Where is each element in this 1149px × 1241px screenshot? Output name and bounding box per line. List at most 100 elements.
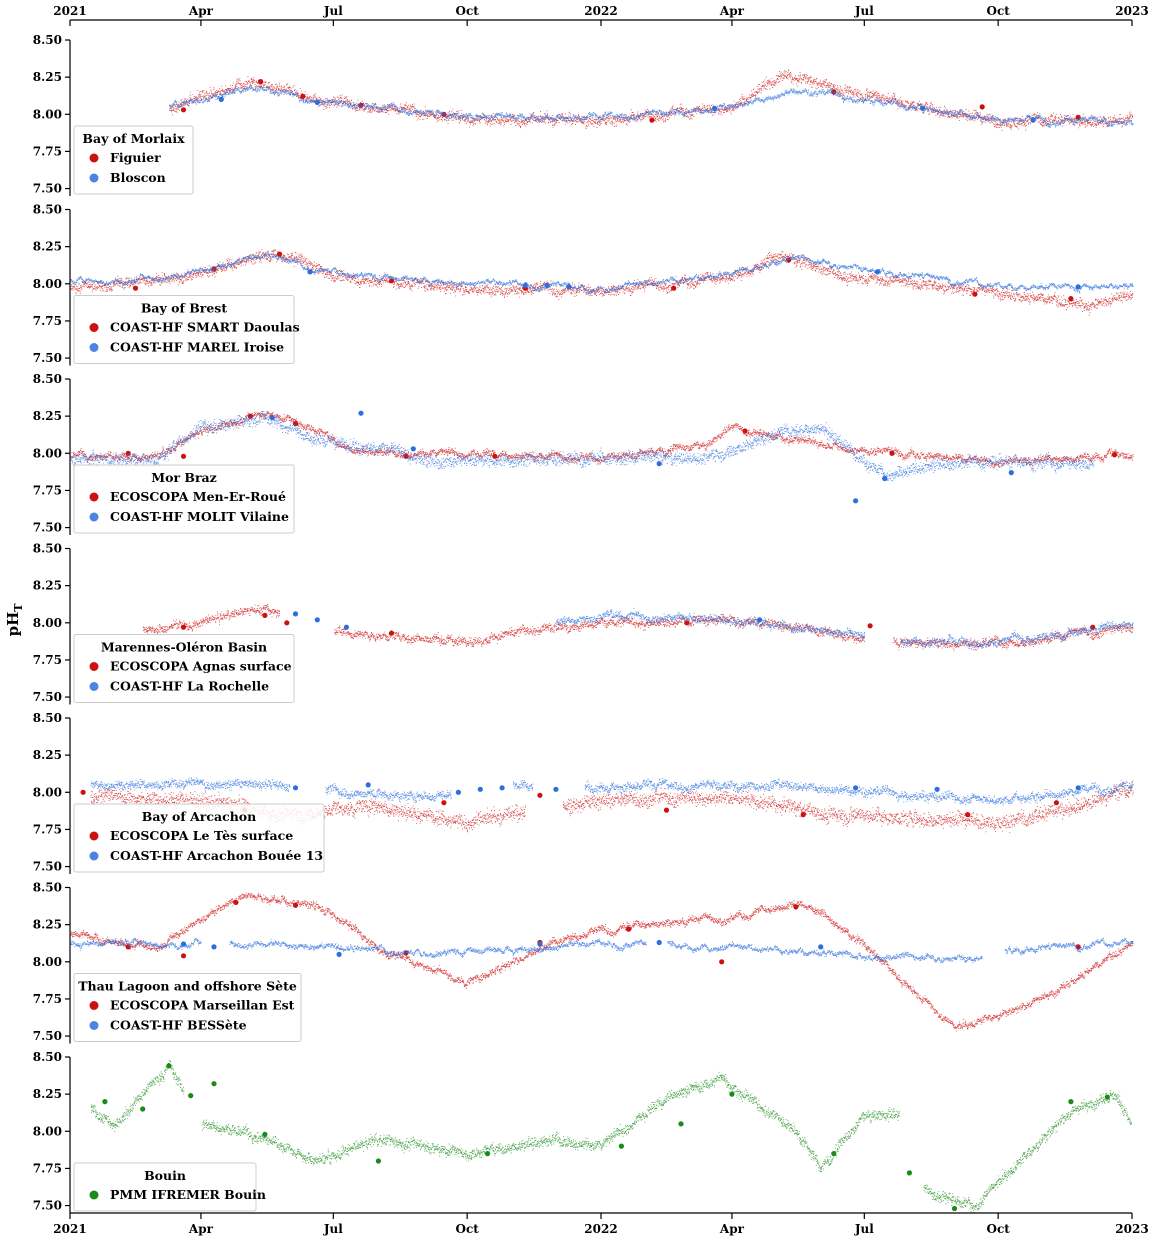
y-tick-label: 8.00	[33, 955, 62, 969]
legend-marker	[89, 343, 99, 352]
series-points	[556, 607, 1134, 650]
discrete-sample-point	[972, 291, 978, 297]
y-tick-label: 8.25	[33, 579, 62, 593]
discrete-sample-point	[455, 789, 461, 795]
y-tick-label: 7.50	[33, 690, 62, 704]
discrete-sample-point	[867, 623, 873, 629]
discrete-sample-point	[492, 453, 498, 459]
y-tick-label: 7.75	[33, 483, 62, 497]
discrete-sample-point	[618, 1143, 625, 1149]
legend-title: Bay of Brest	[141, 301, 227, 316]
legend: Bay of Brest COAST-HF SMART Daoulas COAST-…	[73, 295, 300, 364]
y-tick-label: 8.50	[33, 542, 62, 556]
y-tick-label: 8.00	[33, 616, 62, 630]
discrete-sample-point	[882, 475, 888, 482]
legend-title: Bouin	[144, 1168, 186, 1183]
y-tick-label: 8.50	[33, 881, 62, 895]
bottom-x-tick-label: 2021	[53, 1222, 86, 1236]
y-tick-label: 7.75	[33, 144, 62, 158]
legend: Marennes-Oléron Basin ECOSCOPA Agnas surf…	[73, 634, 295, 703]
y-tick-label: 8.25	[33, 748, 62, 762]
y-axis-label: pHT	[4, 603, 25, 637]
discrete-sample-point	[522, 282, 529, 288]
legend-title: Mor Braz	[151, 470, 216, 485]
legend-title: Thau Lagoon and offshore Sète	[78, 979, 297, 994]
legend-entry: ECOSCOPA Le Tès surface	[110, 828, 293, 843]
legend-marker	[89, 1021, 99, 1030]
series-points	[169, 85, 1134, 128]
legend-box	[73, 1162, 257, 1212]
discrete-sample-point	[211, 1081, 217, 1087]
discrete-sample-point	[742, 428, 748, 434]
discrete-sample-point	[919, 105, 926, 111]
discrete-sample-point	[793, 904, 799, 910]
series-pmm-ifremer-bouin	[90, 1059, 1132, 1214]
discrete-sample-point	[233, 899, 239, 906]
bottom-x-tick-label: Jul	[854, 1222, 874, 1236]
legend-marker	[89, 1190, 99, 1200]
y-tick-label: 7.50	[33, 182, 62, 196]
discrete-sample-point	[499, 785, 505, 791]
legend-marker	[89, 323, 99, 332]
legend-entry: COAST-HF MOLIT Vilaine	[110, 509, 289, 524]
discrete-sample-point	[314, 99, 320, 105]
discrete-sample-point	[831, 1151, 837, 1157]
discrete-sample-point	[292, 611, 299, 617]
bottom-x-tick-label: Apr	[719, 1222, 745, 1236]
panel-marennes-ol-ron-basin: 8.50 8.25 8.00 7.75 7.50 Marennes-Oléron Basi…	[33, 542, 1134, 705]
discrete-sample-point	[269, 415, 275, 421]
bottom-x-tick-label: Jul	[323, 1222, 343, 1236]
discrete-sample-point	[719, 959, 725, 965]
top-x-tick-label: Oct	[987, 4, 1011, 18]
discrete-sample-point	[537, 941, 543, 947]
series-points	[70, 411, 1095, 482]
legend-entry: PMM IFREMER Bouin	[110, 1187, 266, 1202]
legend-entry: COAST-HF Arcachon Bouée 13	[110, 848, 323, 863]
discrete-sample-point	[663, 807, 670, 813]
discrete-sample-point	[1008, 470, 1014, 476]
y-axis-label-sub: T	[12, 603, 25, 612]
discrete-sample-point	[292, 902, 299, 908]
series-points	[70, 251, 1134, 295]
legend-entry: COAST-HF MAREL Iroise	[110, 340, 284, 355]
series-coast-hf-bess-te	[70, 937, 1134, 964]
legend-entry: ECOSCOPA Agnas surface	[110, 659, 292, 674]
discrete-sample-point	[211, 944, 217, 950]
legend: Bay of Morlaix Figuier Bloscon	[73, 125, 194, 195]
discrete-sample-point	[477, 786, 483, 792]
series-coast-hf-marel-iroise	[70, 251, 1134, 295]
discrete-sample-point	[102, 1099, 108, 1105]
top-x-tick-label: Jul	[323, 4, 343, 18]
series-points	[90, 1059, 1132, 1214]
discrete-sample-point	[132, 285, 139, 291]
discrete-sample-point	[671, 285, 677, 291]
bottom-x-tick-label: 2023	[1115, 1222, 1148, 1236]
discrete-sample-point	[180, 453, 187, 459]
discrete-sample-point	[934, 786, 940, 792]
discrete-sample-point	[906, 1170, 913, 1176]
discrete-sample-point	[1068, 296, 1074, 302]
panel-bay-of-morlaix: 8.50 8.25 8.00 7.75 7.50 Bay of Morlaix Figuie…	[33, 33, 1134, 196]
discrete-sample-point	[180, 941, 187, 947]
discrete-sample-point	[656, 461, 662, 467]
legend-marker	[89, 153, 99, 163]
series-coast-hf-molit-vilaine	[70, 410, 1095, 504]
legend-title: Bay of Arcachon	[142, 809, 256, 824]
discrete-sample-point	[874, 269, 881, 275]
discrete-sample-point	[284, 620, 290, 626]
discrete-sample-point	[262, 612, 268, 619]
discrete-sample-point	[484, 1151, 491, 1157]
discrete-sample-point	[853, 785, 859, 791]
discrete-sample-point	[1075, 785, 1081, 791]
discrete-sample-point	[889, 450, 895, 456]
series-coast-hf-arcachon-bou-e-13	[90, 777, 1134, 806]
discrete-sample-point	[951, 1205, 958, 1212]
series-points	[70, 410, 1134, 469]
discrete-sample-point	[188, 1093, 194, 1099]
y-tick-label: 8.50	[33, 33, 62, 47]
legend-marker	[89, 492, 99, 502]
y-tick-label: 8.00	[33, 107, 62, 121]
y-tick-label: 8.50	[33, 711, 62, 725]
discrete-sample-point	[410, 446, 416, 452]
bottom-x-tick-label: 2022	[584, 1222, 617, 1236]
